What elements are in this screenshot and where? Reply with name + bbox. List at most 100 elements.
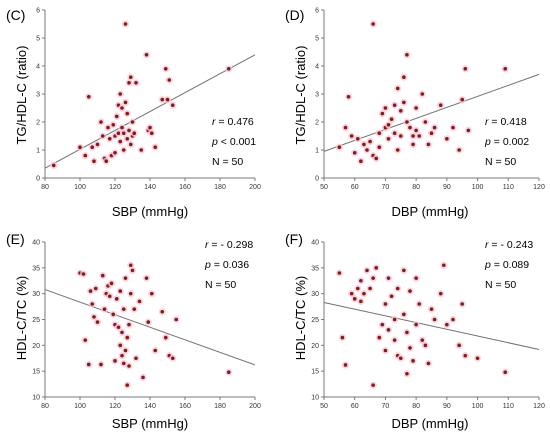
data-point-e-3 (85, 360, 93, 369)
data-point-d-27 (400, 73, 408, 81)
data-point-d-0 (335, 143, 343, 151)
data-point-c-3 (85, 93, 93, 101)
data-point-f-17 (381, 346, 390, 355)
data-point-d-20 (387, 115, 396, 123)
panel-e: (E) HDL-C/TC (%) SBP (mmHg) r = - 0.298 … (6, 231, 253, 431)
x-tick-label-f-1: 60 (351, 403, 359, 410)
data-point-f-34 (412, 321, 420, 329)
data-point-d-6 (357, 157, 365, 165)
data-point-f-14 (375, 333, 383, 342)
x-tick-label-d-6: 110 (503, 184, 514, 191)
data-point-c-23 (118, 124, 126, 132)
data-point-f-11 (369, 381, 377, 389)
data-point-d-41 (430, 124, 439, 132)
data-point-f-24 (394, 284, 402, 293)
data-point-d-25 (397, 107, 405, 115)
data-point-f-47 (461, 352, 469, 360)
data-point-d-1 (341, 124, 350, 132)
data-point-c-27 (121, 20, 130, 28)
data-point-f-43 (443, 321, 451, 329)
data-point-f-2 (341, 361, 350, 369)
data-point-e-26 (120, 305, 128, 313)
y-tick-label-e-2: 20 (32, 343, 40, 350)
data-point-c-22 (118, 104, 126, 112)
n-statistic-d: N = 50 (485, 156, 516, 168)
data-point-e-45 (162, 333, 170, 342)
data-point-f-45 (455, 341, 463, 349)
data-point-e-39 (139, 373, 147, 381)
plot-area-d: 50 60 70 80 90 100 110 120 0 1 2 3 4 5 6 (315, 8, 545, 192)
data-point-c-10 (102, 157, 110, 165)
y-tick-label-c-6: 6 (36, 8, 40, 15)
data-point-c-38 (137, 146, 145, 154)
x-tick-label-d-2: 70 (382, 184, 390, 191)
data-point-e-38 (135, 297, 144, 306)
r-value-f: = - 0.243 (491, 239, 533, 251)
data-point-e-33 (127, 290, 135, 298)
y-tick-label-e-5: 35 (32, 265, 40, 272)
data-point-e-6 (90, 313, 98, 321)
data-point-e-5 (88, 300, 96, 308)
data-point-e-30 (123, 333, 131, 342)
r-value-e: = - 0.298 (211, 239, 253, 251)
x-tick-label-f-2: 70 (382, 403, 390, 410)
y-tick-label-d-6: 6 (315, 8, 319, 15)
data-point-f-27 (400, 310, 408, 318)
data-point-e-2 (81, 336, 89, 344)
panel-f: (F) HDL-C/TC (%) DBP (mmHg) r = - 0.243 … (285, 231, 533, 431)
data-point-d-26 (397, 132, 405, 140)
data-point-e-36 (130, 305, 138, 313)
p-statistic-f: p = 0.089 (484, 259, 529, 271)
data-point-d-18 (384, 121, 393, 129)
data-point-e-14 (106, 292, 114, 300)
data-point-c-49 (225, 65, 233, 73)
r-statistic-f: r = - 0.243 (485, 239, 533, 251)
data-point-c-8 (99, 132, 107, 140)
y-tick-label-d-2: 2 (315, 120, 319, 127)
data-point-e-20 (114, 323, 123, 331)
plot-area-f: 50 60 70 80 90 100 110 120 10 15 20 25 30 35 40 (311, 240, 545, 411)
p-key-f: p (484, 259, 491, 271)
data-point-d-49 (501, 65, 509, 73)
x-tick-label-d-7: 120 (533, 184, 545, 191)
n-statistic-f: N = 50 (485, 279, 516, 291)
y-tick-label-e-3: 25 (32, 317, 40, 324)
n-statistic-c: N = 50 (212, 156, 243, 168)
y-tick-label-e-6: 40 (32, 240, 40, 247)
data-point-f-10 (366, 284, 374, 293)
data-point-f-46 (458, 300, 466, 308)
data-point-e-15 (107, 279, 116, 287)
data-point-d-9 (366, 138, 374, 146)
x-tick-label-f-3: 80 (412, 403, 420, 410)
data-point-d-31 (406, 124, 414, 132)
y-tick-label-c-3: 3 (36, 92, 40, 99)
data-point-d-15 (378, 110, 386, 118)
data-point-d-29 (403, 51, 411, 59)
data-point-c-24 (120, 146, 128, 154)
x-tick-label-e-5: 180 (214, 403, 226, 410)
data-point-c-47 (165, 76, 173, 84)
regression-line-c (44, 54, 256, 169)
y-tick-label-f-5: 35 (311, 265, 319, 272)
p-key-c: p (211, 136, 218, 148)
data-point-f-21 (391, 315, 399, 324)
data-point-f-40 (430, 315, 439, 324)
data-point-f-18 (384, 274, 393, 282)
r-key-c: r (212, 116, 216, 128)
data-point-f-29 (403, 370, 411, 378)
data-point-f-25 (397, 354, 405, 362)
data-point-d-36 (415, 132, 423, 140)
data-point-f-6 (357, 277, 365, 285)
data-point-c-33 (127, 73, 135, 81)
data-point-c-45 (162, 65, 170, 73)
data-point-f-19 (384, 326, 393, 334)
x-tick-label-e-6: 200 (249, 403, 261, 410)
data-point-e-11 (100, 305, 109, 313)
data-point-e-7 (92, 284, 100, 293)
y-tick-label-e-1: 15 (32, 369, 40, 376)
data-point-e-47 (169, 354, 177, 362)
data-point-d-30 (403, 118, 411, 126)
data-point-d-35 (412, 126, 420, 134)
data-point-e-27 (121, 274, 130, 282)
panel-c: (C) TG/HDL-C (ratio) SBP (mmHg) r = 0.47… (6, 7, 256, 219)
